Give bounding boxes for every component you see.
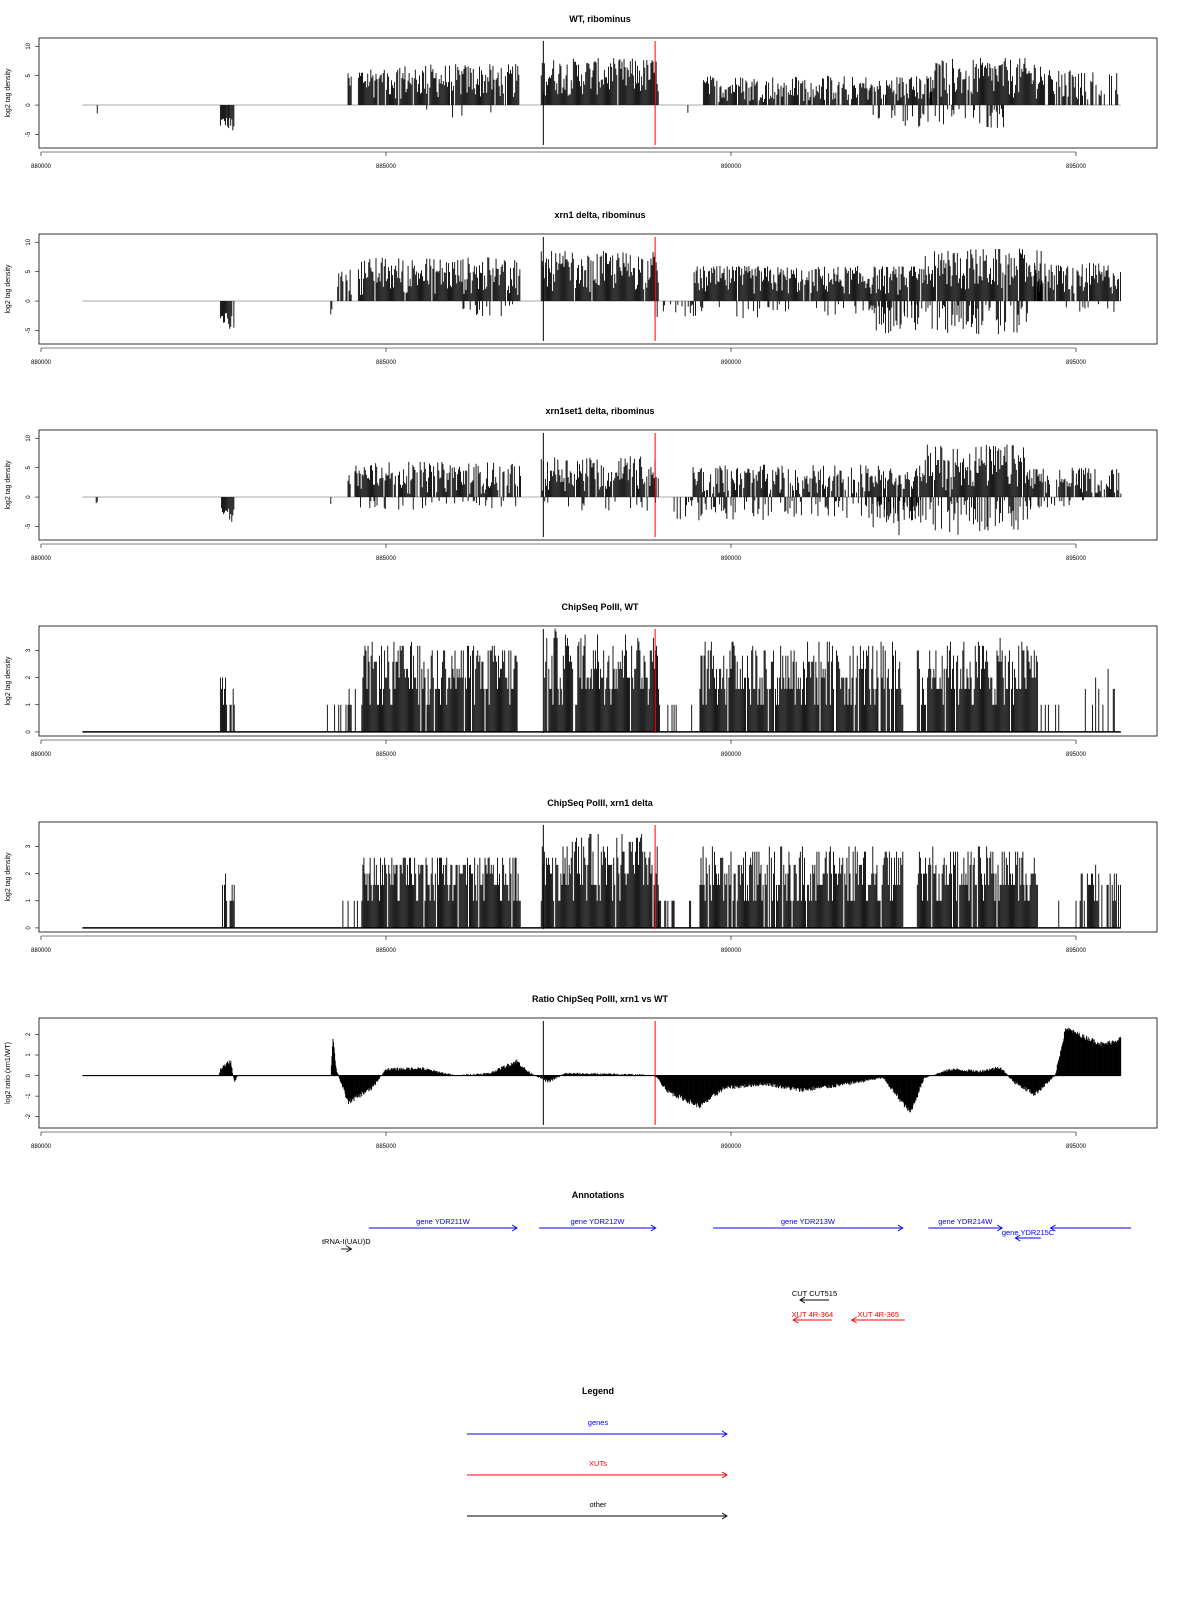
x-tick-label: 895000 (1066, 1144, 1087, 1150)
y-axis-label: log2 tag density (5, 460, 12, 510)
y-tick-label: -5 (26, 327, 32, 333)
panel-3: xrn1set1 delta, ribominus 10 5 0 -5 log2 tag … (5, 406, 1157, 562)
panel-title: WT, ribominus (569, 14, 631, 24)
panel-title: xrn1 delta, ribominus (554, 210, 645, 220)
x-tick-label: 895000 (1066, 360, 1087, 366)
y-tick-label: 0 (26, 926, 32, 930)
panel-1: WT, ribominus 10 5 0 -5 log2 tag density 88000… (5, 14, 1157, 170)
y-tick-label: 5 (26, 73, 32, 77)
x-tick-label: 885000 (376, 556, 397, 562)
y-tick-label: 10 (26, 238, 32, 245)
y-tick-label: 0 (26, 299, 32, 303)
x-tick-label: 880000 (31, 164, 52, 170)
x-tick-label: 895000 (1066, 752, 1087, 758)
x-tick-label: 880000 (31, 360, 52, 366)
y-tick-label: 3 (26, 648, 32, 652)
y-tick-label: 0 (26, 495, 32, 499)
y-tick-label: 5 (26, 465, 32, 469)
panel-title: xrn1set1 delta, ribominus (545, 406, 654, 416)
panel-4: ChipSeq PolII, WT 0 1 2 3 log2 tag density 880… (5, 602, 1157, 758)
x-tick-label: 890000 (721, 164, 742, 170)
x-tick-label: 885000 (376, 164, 397, 170)
x-tick-label: 895000 (1066, 948, 1087, 954)
y-axis-label: log2 ratio (xrn1/WT) (5, 1042, 12, 1104)
x-tick-label: 895000 (1066, 556, 1087, 562)
y-tick-label: 0 (26, 730, 32, 734)
y-tick-label: 1 (26, 1053, 32, 1057)
y-tick-label: 2 (26, 1032, 32, 1036)
x-tick-label: 890000 (721, 360, 742, 366)
y-tick-label: -5 (26, 523, 32, 529)
x-tick-label: 890000 (721, 752, 742, 758)
y-tick-label: 1 (26, 898, 32, 902)
panel-title: ChipSeq PolII, xrn1 delta (547, 798, 654, 808)
panel-title: ChipSeq PolII, WT (562, 602, 639, 612)
y-tick-label: -1 (26, 1093, 32, 1099)
y-axis-label: log2 tag density (5, 656, 12, 706)
y-tick-label: -5 (26, 131, 32, 137)
panel-2: xrn1 delta, ribominus 10 5 0 -5 log2 tag dens… (5, 210, 1157, 366)
y-axis-label: log2 tag density (5, 852, 12, 902)
y-tick-label: 1 (26, 702, 32, 706)
x-tick-label: 880000 (31, 556, 52, 562)
y-tick-label: 10 (26, 42, 32, 49)
x-tick-label: 880000 (31, 948, 52, 954)
x-tick-label: 885000 (376, 360, 397, 366)
x-tick-label: 885000 (376, 948, 397, 954)
x-tick-label: 890000 (721, 948, 742, 954)
y-tick-label: 5 (26, 269, 32, 273)
x-tick-label: 890000 (721, 1144, 742, 1150)
y-tick-label: 10 (26, 434, 32, 441)
panel-5: ChipSeq PolII, xrn1 delta 0 1 2 3 log2 tag de… (5, 798, 1157, 954)
x-tick-label: 880000 (31, 752, 52, 758)
y-tick-label: 3 (26, 844, 32, 848)
y-axis-label: log2 tag density (5, 68, 12, 118)
y-tick-label: -2 (26, 1113, 32, 1119)
y-tick-label: 2 (26, 675, 32, 679)
x-tick-label: 885000 (376, 1144, 397, 1150)
panel-6: Ratio ChipSeq PolII, xrn1 vs WT -2 -1 0 1 2 lo… (5, 994, 1157, 1150)
y-axis-label: log2 tag density (5, 264, 12, 314)
y-tick-label: 2 (26, 871, 32, 875)
x-tick-label: 885000 (376, 752, 397, 758)
y-tick-label: 0 (26, 103, 32, 107)
x-tick-label: 895000 (1066, 164, 1087, 170)
x-tick-label: 880000 (31, 1144, 52, 1150)
x-tick-label: 890000 (721, 556, 742, 562)
y-tick-label: 0 (26, 1073, 32, 1077)
panel-title: Ratio ChipSeq PolII, xrn1 vs WT (532, 994, 669, 1004)
